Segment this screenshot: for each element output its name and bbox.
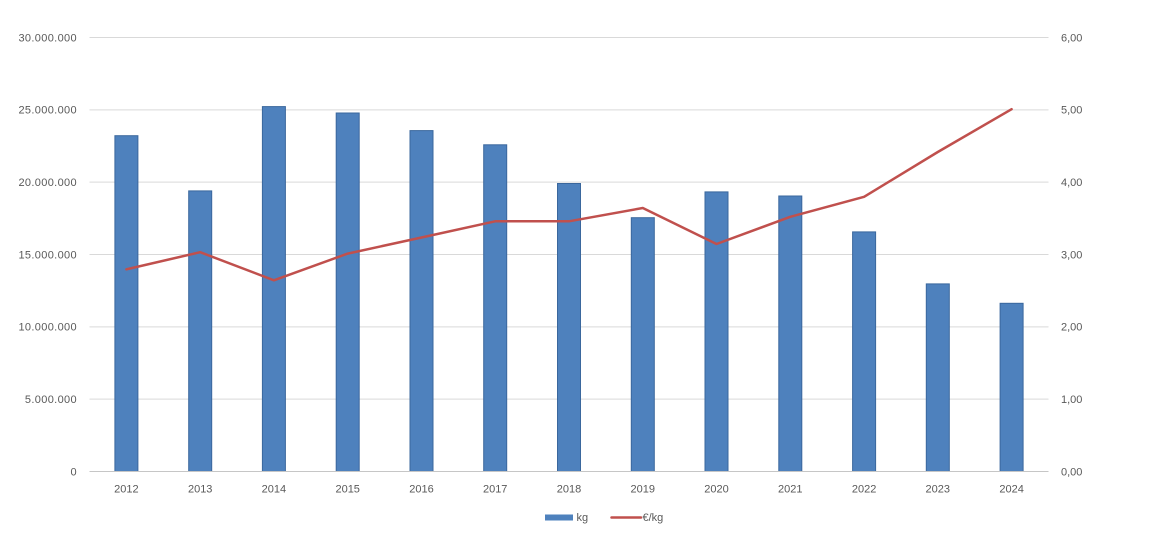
svg-text:1,00: 1,00	[1061, 394, 1082, 406]
svg-text:30.000.000: 30.000.000	[18, 32, 77, 44]
svg-text:4,00: 4,00	[1061, 177, 1082, 189]
svg-text:25.000.000: 25.000.000	[18, 105, 77, 117]
svg-text:€/kg: €/kg	[643, 512, 664, 524]
svg-text:6,00: 6,00	[1061, 32, 1082, 44]
svg-text:2015: 2015	[335, 484, 359, 496]
svg-text:2023: 2023	[926, 484, 950, 496]
svg-text:2016: 2016	[409, 484, 433, 496]
svg-text:kg: kg	[577, 512, 589, 524]
svg-text:2012: 2012	[114, 484, 138, 496]
svg-text:3,00: 3,00	[1061, 249, 1082, 261]
svg-text:5.000.000: 5.000.000	[25, 394, 77, 406]
svg-text:2022: 2022	[852, 484, 876, 496]
svg-text:2018: 2018	[557, 484, 581, 496]
svg-text:15.000.000: 15.000.000	[18, 249, 77, 261]
svg-text:20.000.000: 20.000.000	[18, 177, 77, 189]
svg-text:2,00: 2,00	[1061, 322, 1082, 334]
svg-text:0,00: 0,00	[1061, 466, 1082, 478]
svg-text:2019: 2019	[631, 484, 655, 496]
svg-text:2020: 2020	[704, 484, 728, 496]
svg-text:5,00: 5,00	[1061, 105, 1082, 117]
svg-text:0: 0	[71, 466, 77, 478]
svg-text:2024: 2024	[999, 484, 1023, 496]
svg-text:2017: 2017	[483, 484, 507, 496]
svg-text:2014: 2014	[262, 484, 286, 496]
svg-text:10.000.000: 10.000.000	[18, 322, 77, 334]
svg-text:2021: 2021	[778, 484, 802, 496]
svg-text:2013: 2013	[188, 484, 212, 496]
